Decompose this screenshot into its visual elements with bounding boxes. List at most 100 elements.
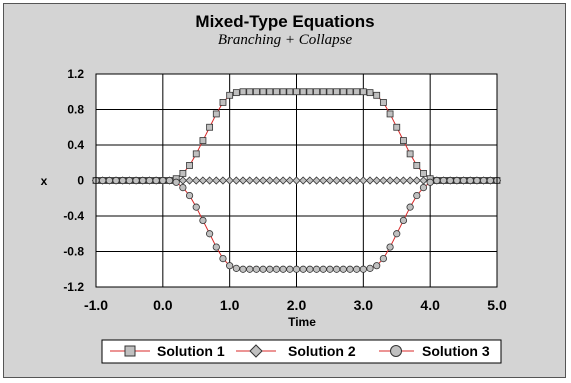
data-point-solution-2	[399, 176, 408, 185]
data-point-solution-1	[232, 89, 240, 97]
data-point-solution-3	[326, 265, 334, 273]
data-point-solution-2	[218, 176, 228, 185]
data-point-solution-3	[486, 176, 494, 185]
legend-item-solution-3: Solution 3	[379, 343, 490, 359]
data-point-solution-1	[186, 162, 193, 169]
legend-marker-diamond	[249, 344, 263, 358]
data-point-solution-3	[306, 265, 314, 273]
data-point-solution-3	[339, 265, 347, 273]
data-point-solution-3	[112, 176, 120, 185]
data-point-solution-1	[199, 137, 207, 144]
data-point-solution-3	[373, 262, 381, 270]
data-point-solution-3	[366, 264, 374, 272]
data-point-solution-2	[279, 176, 288, 185]
data-point-solution-3	[286, 265, 294, 273]
data-point-solution-3	[246, 265, 254, 273]
data-point-solution-2	[238, 176, 248, 185]
legend-label-solution-1: Solution 1	[157, 343, 225, 359]
y-tick-label: -0.8	[63, 245, 84, 259]
data-point-solution-2	[379, 176, 388, 185]
data-point-solution-2	[392, 176, 401, 185]
data-point-solution-2	[259, 176, 268, 185]
y-axis-label: x	[41, 174, 48, 188]
data-point-solution-1	[319, 88, 327, 96]
data-point-solution-1	[286, 88, 294, 96]
data-point-solution-2	[386, 176, 395, 185]
data-point-solution-2	[325, 176, 334, 185]
data-point-solution-2	[285, 176, 294, 185]
data-point-solution-3	[159, 176, 167, 185]
data-point-solution-3	[239, 265, 247, 273]
data-point-solution-1	[212, 110, 220, 118]
data-point-solution-2	[359, 176, 368, 185]
data-point-solution-3	[473, 176, 481, 185]
x-tick-label: 1.0	[220, 297, 240, 313]
data-point-solution-1	[379, 99, 387, 106]
x-tick-label: -1.0	[84, 297, 108, 313]
data-point-solution-1	[179, 169, 187, 177]
x-axis-ticks: -1.0 0.0 1.0 2.0 3.0 4.0 5.0	[84, 297, 507, 313]
data-point-solution-1	[226, 91, 234, 99]
data-point-solution-3	[272, 265, 281, 273]
data-point-solution-1	[420, 169, 427, 177]
data-point-solution-3	[99, 176, 107, 185]
y-tick-label: 0.4	[67, 138, 84, 152]
data-point-solution-3	[125, 176, 134, 185]
data-point-solution-3	[145, 176, 154, 185]
data-point-solution-1	[386, 110, 394, 118]
data-point-solution-1	[353, 88, 361, 96]
data-point-solution-3	[132, 176, 140, 185]
data-point-solution-1	[293, 88, 300, 96]
data-point-solution-3	[426, 178, 434, 186]
data-point-solution-2	[319, 176, 328, 185]
data-point-solution-3	[119, 176, 127, 185]
data-point-solution-2	[365, 176, 375, 185]
data-point-solution-1	[239, 88, 247, 96]
data-point-solution-2	[185, 176, 194, 185]
legend-label-solution-3: Solution 3	[422, 343, 490, 359]
data-point-solution-3	[252, 265, 260, 273]
data-point-solution-3	[192, 203, 200, 211]
data-point-solution-3	[419, 184, 428, 192]
data-point-solution-2	[412, 176, 421, 185]
y-tick-label: -0.4	[63, 209, 84, 223]
x-axis-label: Time	[288, 315, 316, 329]
data-point-solution-1	[339, 88, 347, 96]
data-point-solution-3	[232, 264, 240, 272]
data-point-solution-3	[399, 216, 408, 225]
data-point-solution-2	[292, 176, 301, 185]
data-point-solution-1	[279, 88, 287, 96]
plot-border	[95, 73, 498, 288]
data-point-solution-2	[205, 176, 214, 185]
data-point-solution-3	[319, 265, 327, 273]
legend-box	[101, 339, 502, 364]
x-tick-label: 2.0	[287, 297, 307, 313]
legend: Solution 1 Solution 2 Solution 3	[101, 339, 502, 364]
x-tick-label: 3.0	[354, 297, 374, 313]
data-point-solution-2	[178, 176, 187, 185]
series-layer	[91, 88, 502, 273]
data-point-solution-3	[446, 176, 454, 185]
data-point-solution-3	[212, 243, 220, 251]
data-point-solution-2	[252, 176, 261, 185]
data-point-solution-2	[332, 176, 341, 185]
data-point-solution-1	[346, 88, 354, 96]
data-point-solution-2	[265, 176, 274, 185]
data-point-solution-1	[406, 150, 414, 158]
data-point-solution-3	[152, 176, 160, 185]
data-point-solution-3	[179, 184, 187, 192]
data-point-solution-1	[246, 88, 254, 96]
chart-subtitle: Branching + Collapse	[218, 32, 353, 48]
data-point-solution-3	[226, 262, 234, 270]
data-point-solution-1	[192, 150, 200, 158]
y-tick-label: 0.8	[67, 103, 84, 117]
data-point-solution-2	[212, 176, 221, 185]
data-point-solution-3	[359, 265, 367, 273]
data-point-solution-1	[313, 88, 320, 96]
legend-marker-square	[124, 345, 136, 357]
data-point-solution-2	[419, 176, 428, 185]
data-point-solution-3	[379, 255, 387, 263]
legend-item-solution-2: Solution 2	[236, 343, 356, 359]
data-point-solution-3	[105, 176, 113, 185]
data-point-solution-1	[306, 88, 314, 96]
